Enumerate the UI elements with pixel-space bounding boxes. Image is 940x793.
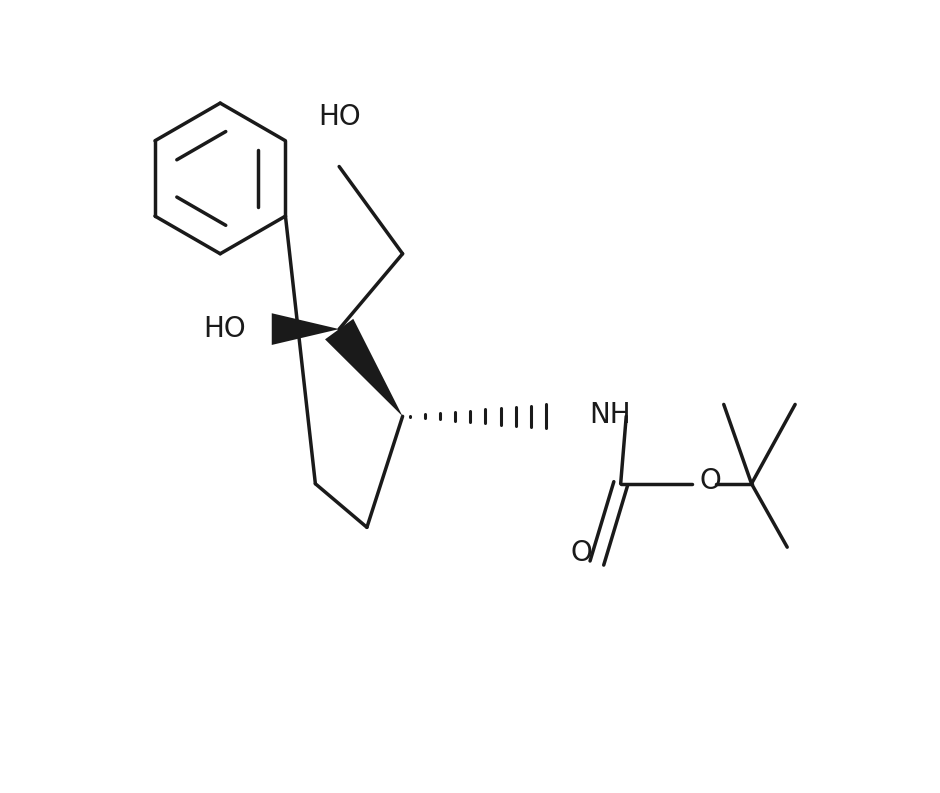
Polygon shape [272, 313, 339, 345]
Polygon shape [325, 319, 402, 416]
Text: HO: HO [318, 103, 360, 131]
Text: O: O [571, 539, 592, 567]
Text: O: O [700, 467, 722, 496]
Text: NH: NH [589, 400, 631, 429]
Text: HO: HO [203, 315, 245, 343]
